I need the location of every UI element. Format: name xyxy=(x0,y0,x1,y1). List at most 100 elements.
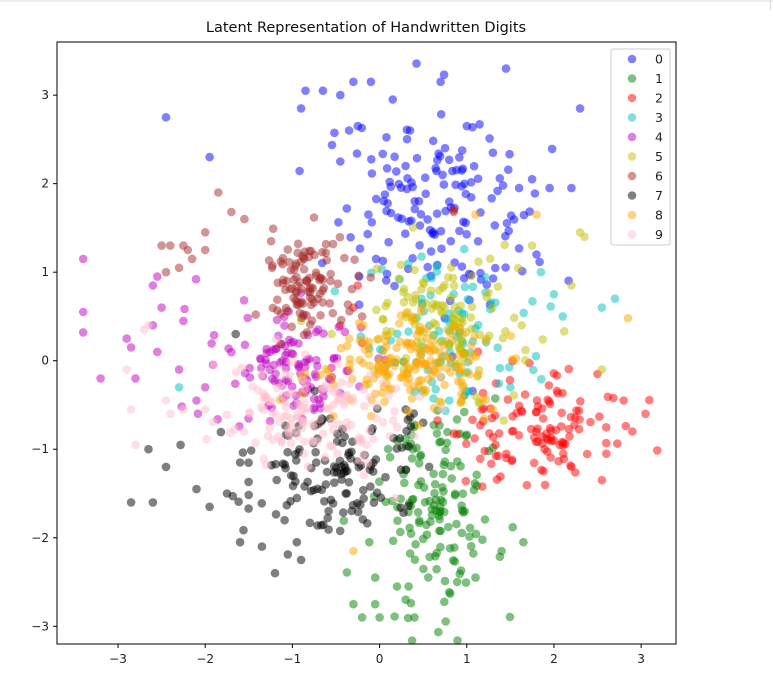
data-point xyxy=(446,293,456,302)
data-point xyxy=(222,489,232,498)
data-point xyxy=(339,508,348,517)
data-point xyxy=(428,136,438,146)
data-point xyxy=(430,479,440,489)
data-point xyxy=(378,315,388,324)
data-point xyxy=(272,475,282,485)
data-point xyxy=(209,360,219,370)
data-point xyxy=(174,383,184,392)
data-point xyxy=(336,157,345,166)
data-point xyxy=(420,173,430,182)
data-point xyxy=(582,449,592,459)
data-point xyxy=(457,506,467,515)
data-point xyxy=(244,490,253,500)
data-point xyxy=(406,529,416,538)
x-tick-label: −3 xyxy=(109,652,127,666)
data-point xyxy=(280,515,289,525)
data-point xyxy=(326,269,336,279)
data-point xyxy=(517,407,527,417)
data-point xyxy=(214,188,223,197)
data-point xyxy=(388,536,398,546)
data-point xyxy=(420,497,430,507)
notebook-top-border xyxy=(0,0,773,2)
data-point xyxy=(536,267,546,277)
data-point xyxy=(271,510,281,519)
data-point xyxy=(456,301,466,311)
data-point xyxy=(493,186,502,196)
data-point xyxy=(271,410,281,419)
data-point xyxy=(403,613,413,623)
data-point xyxy=(508,412,517,421)
data-point xyxy=(480,272,490,282)
legend-item-1: 1 xyxy=(627,71,663,86)
data-point xyxy=(424,462,434,472)
data-point xyxy=(393,516,402,525)
data-point xyxy=(552,371,562,380)
data-point xyxy=(452,577,462,587)
data-point xyxy=(144,444,153,454)
data-point xyxy=(530,189,540,198)
data-point xyxy=(574,424,584,434)
data-point xyxy=(310,386,320,396)
data-point xyxy=(248,382,258,391)
data-point xyxy=(457,146,467,155)
data-point xyxy=(302,378,311,388)
y-tick-label: −3 xyxy=(31,619,49,633)
data-point xyxy=(333,279,343,289)
data-point xyxy=(327,329,336,339)
data-point xyxy=(371,455,381,464)
data-point xyxy=(355,456,365,465)
data-point xyxy=(436,226,446,236)
data-point xyxy=(564,424,574,434)
data-point xyxy=(459,244,469,254)
data-point xyxy=(272,383,282,393)
data-point xyxy=(567,281,576,290)
data-point xyxy=(344,126,354,135)
data-point xyxy=(407,313,417,323)
data-point xyxy=(444,155,454,165)
data-point xyxy=(419,564,428,574)
data-point xyxy=(457,528,467,538)
data-point xyxy=(407,454,417,463)
data-point xyxy=(282,410,292,420)
data-point xyxy=(312,355,321,365)
data-point xyxy=(458,164,468,173)
data-point xyxy=(564,364,574,374)
data-point xyxy=(432,209,442,218)
data-point xyxy=(378,417,388,427)
data-point xyxy=(517,321,526,330)
data-point xyxy=(437,244,446,253)
data-point xyxy=(535,257,544,267)
data-point xyxy=(469,161,479,171)
data-point xyxy=(371,254,381,264)
data-point xyxy=(432,548,442,558)
data-point xyxy=(126,343,136,352)
data-point xyxy=(411,540,420,549)
data-point xyxy=(653,446,662,455)
data-point xyxy=(352,149,362,158)
data-point xyxy=(193,409,203,419)
data-point xyxy=(281,402,291,412)
data-point xyxy=(261,392,271,402)
data-point xyxy=(200,245,210,255)
data-point xyxy=(439,460,449,470)
legend-marker xyxy=(627,93,637,103)
legend-item-0: 0 xyxy=(627,52,663,67)
data-point xyxy=(318,275,328,285)
data-point xyxy=(280,321,289,330)
data-point xyxy=(349,546,358,556)
data-point xyxy=(357,613,367,622)
data-point xyxy=(334,322,344,332)
data-point xyxy=(251,438,260,448)
data-point xyxy=(364,349,374,359)
data-point xyxy=(309,422,319,431)
data-point xyxy=(558,388,567,398)
data-point xyxy=(575,415,584,424)
data-point xyxy=(187,254,197,264)
legend-marker xyxy=(627,113,637,122)
data-point xyxy=(244,477,253,487)
data-point xyxy=(285,371,295,380)
data-point xyxy=(209,330,219,340)
data-point xyxy=(179,316,188,326)
data-point xyxy=(495,174,505,183)
data-point xyxy=(482,280,492,289)
